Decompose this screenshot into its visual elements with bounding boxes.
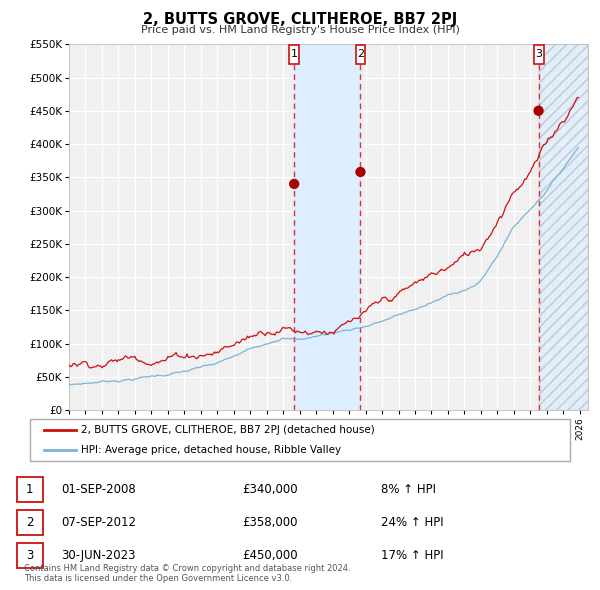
- Text: £358,000: £358,000: [242, 516, 298, 529]
- Text: 2, BUTTS GROVE, CLITHEROE, BB7 2PJ (detached house): 2, BUTTS GROVE, CLITHEROE, BB7 2PJ (deta…: [82, 425, 375, 435]
- Text: £450,000: £450,000: [242, 549, 298, 562]
- Text: 1: 1: [26, 483, 34, 496]
- Bar: [539, 44, 588, 410]
- Text: HPI: Average price, detached house, Ribble Valley: HPI: Average price, detached house, Ribb…: [82, 445, 341, 455]
- Bar: [289, 45, 299, 64]
- Text: 24% ↑ HPI: 24% ↑ HPI: [380, 516, 443, 529]
- Text: 2, BUTTS GROVE, CLITHEROE, BB7 2PJ: 2, BUTTS GROVE, CLITHEROE, BB7 2PJ: [143, 12, 457, 27]
- Text: Contains HM Land Registry data © Crown copyright and database right 2024.
This d: Contains HM Land Registry data © Crown c…: [24, 563, 350, 583]
- Text: 07-SEP-2012: 07-SEP-2012: [61, 516, 136, 529]
- Text: 1: 1: [290, 49, 298, 59]
- Bar: [17, 510, 43, 535]
- Point: [356, 167, 365, 176]
- Bar: [17, 543, 43, 568]
- Bar: [294, 44, 361, 410]
- Text: Price paid vs. HM Land Registry's House Price Index (HPI): Price paid vs. HM Land Registry's House …: [140, 25, 460, 35]
- Bar: [533, 45, 544, 64]
- Text: 3: 3: [535, 49, 542, 59]
- Text: 2: 2: [357, 49, 364, 59]
- Bar: [17, 477, 43, 502]
- Point: [534, 106, 544, 116]
- Text: 17% ↑ HPI: 17% ↑ HPI: [380, 549, 443, 562]
- Text: 30-JUN-2023: 30-JUN-2023: [61, 549, 136, 562]
- Bar: [539, 44, 588, 410]
- Text: 2: 2: [26, 516, 34, 529]
- Text: 01-SEP-2008: 01-SEP-2008: [61, 483, 136, 496]
- Point: [289, 179, 299, 189]
- Text: 8% ↑ HPI: 8% ↑ HPI: [380, 483, 436, 496]
- Bar: [356, 45, 365, 64]
- Text: £340,000: £340,000: [242, 483, 298, 496]
- Text: 3: 3: [26, 549, 34, 562]
